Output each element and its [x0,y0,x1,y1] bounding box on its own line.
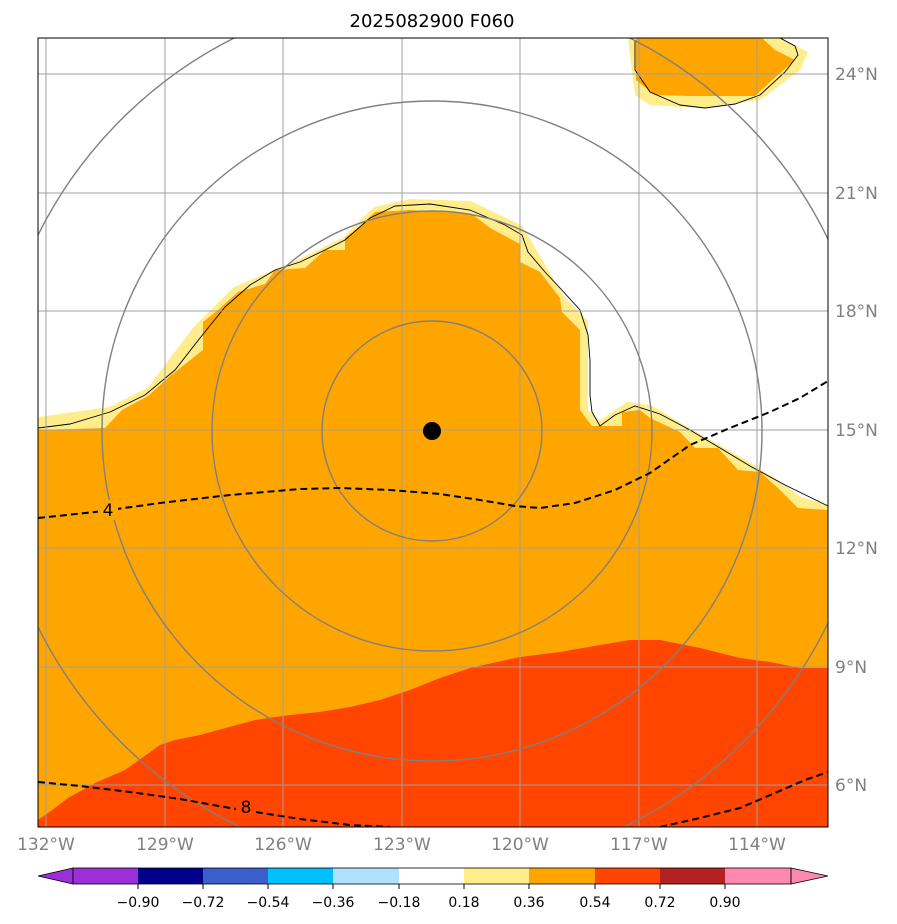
range-ring-3 [101,100,763,762]
contour-8-right [659,771,828,827]
y-tick-label: 9°N [835,658,867,678]
colorbar-segment [138,868,203,884]
colorbar-extend-right [790,867,829,885]
x-tick-label: 117°W [610,835,668,855]
x-tick-label: 120°W [491,835,549,855]
y-tick-labels: 24°N 21°N 18°N 15°N 12°N 9°N 6°N [835,65,878,796]
colorbar-tick-label: −0.18 [378,895,421,911]
contour-label-4: 4 [103,501,114,521]
y-tick-label: 12°N [835,539,878,559]
colorbar-segment [660,868,725,884]
colorbar-tick-label: −0.54 [247,895,290,911]
graticule [38,38,828,827]
field-orange-north [636,38,795,96]
y-tick-label: 15°N [835,421,878,441]
coastline-main [38,203,828,507]
range-rings [38,38,828,827]
range-ring-1 [321,320,543,542]
x-tick-label: 126°W [254,835,312,855]
contour-label-8: 8 [241,798,252,818]
colorbar-tick-label: 0.54 [579,895,610,911]
range-ring-2 [211,210,653,652]
coastline-north [634,38,799,109]
contour-8-left [38,781,391,827]
colorbar-tick-label: 0.72 [644,895,675,911]
x-tick-label: 123°W [373,835,431,855]
x-tick-label: 114°W [728,835,786,855]
dashed-contours [38,380,828,827]
y-tick-label: 18°N [835,302,878,322]
colorbar-segment [203,868,268,884]
colorbar-extend-left [37,867,74,885]
colorbar-tick-label: −0.72 [182,895,225,911]
colorbar-segment [268,868,333,884]
y-tick-label: 21°N [835,184,878,204]
y-tick-label: 6°N [835,776,867,796]
colorbar-segment [725,868,791,884]
colorbar-segment [595,868,660,884]
colorbar-tick-marks [137,884,726,889]
storm-center-marker [423,422,441,440]
contour-4 [38,380,828,519]
colorbar-segment [73,868,138,884]
colorbar-segment [399,868,464,884]
x-tick-label: 132°W [17,835,75,855]
x-tick-label: 129°W [136,835,194,855]
map-frame [37,37,829,828]
colorbar-tick-label: 0.90 [709,895,740,911]
contour-label-4-bg [98,500,118,520]
map-title: 2025082900 F060 [350,11,515,32]
colorbar-segment [464,868,529,884]
colorbar-tick-label: 0.36 [513,895,544,911]
colorbar-segment [529,868,595,884]
contour-label-8-bg [236,797,256,817]
x-tick-labels: 132°W 129°W 126°W 123°W 120°W 117°W 114°… [17,835,786,855]
colorbar-tick-label: 0.18 [448,895,479,911]
colorbar-tick-label: −0.36 [312,895,355,911]
field-red [38,640,828,827]
map-area: 4 8 [38,38,828,827]
colorbar-frame [72,867,792,885]
colorbar: −0.90 −0.72 −0.54 −0.36 −0.18 0.18 0.36 … [37,867,829,911]
colorbar-segment [333,868,399,884]
y-tick-label: 24°N [835,65,878,85]
colorbar-tick-label: −0.90 [117,895,160,911]
